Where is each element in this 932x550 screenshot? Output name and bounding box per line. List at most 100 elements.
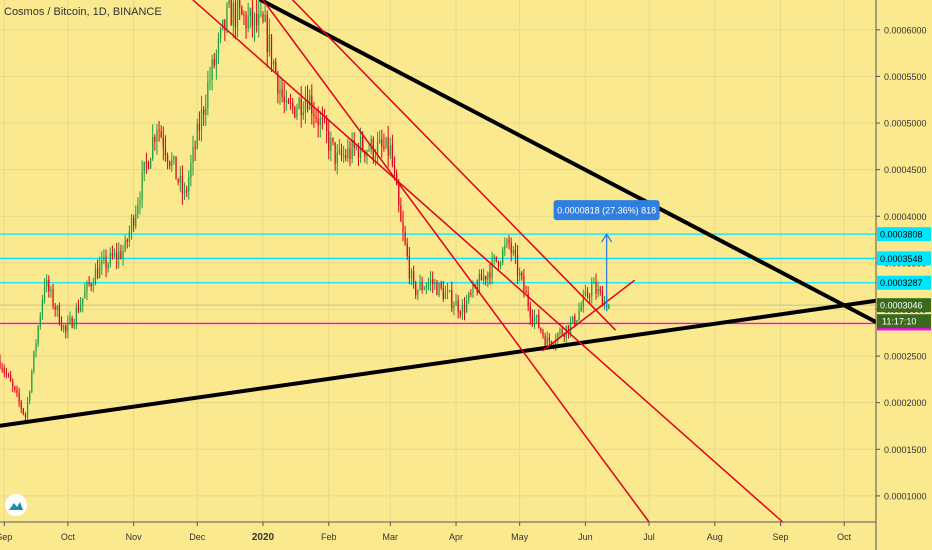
candle xyxy=(495,256,497,263)
candle xyxy=(387,125,389,168)
time-axis-label: Sep xyxy=(0,532,12,542)
candle-body xyxy=(499,262,502,266)
candle-body xyxy=(160,130,162,138)
candle-body xyxy=(24,413,27,418)
candle-body xyxy=(374,156,377,159)
candle xyxy=(546,331,548,346)
candle-body xyxy=(432,279,434,285)
candle-body xyxy=(281,89,283,97)
candle-body xyxy=(323,118,326,120)
candle-body xyxy=(266,14,268,53)
candle xyxy=(226,1,228,34)
candle-body xyxy=(429,279,432,283)
candle xyxy=(258,0,260,38)
candle-body xyxy=(457,300,459,313)
candle xyxy=(519,267,521,282)
time-axis-label: Sep xyxy=(773,532,789,542)
candle xyxy=(353,132,355,156)
candle-body xyxy=(442,287,444,300)
candle-body xyxy=(338,149,341,153)
candle xyxy=(296,103,298,121)
measure-box[interactable] xyxy=(553,200,660,221)
candle-body xyxy=(510,243,512,253)
candle xyxy=(482,268,485,285)
candle-body xyxy=(487,272,489,280)
candle xyxy=(88,276,90,287)
candle-body xyxy=(135,213,137,226)
candle-body xyxy=(1,367,3,370)
candle-body xyxy=(186,190,188,192)
tradingview-logo-icon[interactable] xyxy=(5,494,27,516)
candle-body xyxy=(292,103,294,107)
candle xyxy=(186,185,188,198)
candle-body xyxy=(39,315,41,327)
candle xyxy=(527,286,529,312)
candle xyxy=(90,282,92,292)
candle xyxy=(56,305,58,317)
candle xyxy=(169,160,171,170)
candle-body xyxy=(512,250,514,253)
candle xyxy=(548,333,550,347)
candle xyxy=(147,160,150,170)
candle xyxy=(608,303,610,309)
candle-body xyxy=(256,14,258,26)
candle-body xyxy=(56,305,58,311)
candle xyxy=(209,66,211,91)
candle-body xyxy=(555,340,557,345)
candle-body xyxy=(12,381,14,387)
candle-body xyxy=(296,108,298,118)
candle xyxy=(239,0,241,20)
candle-body xyxy=(99,265,101,278)
candle xyxy=(224,19,226,42)
candle xyxy=(139,191,141,215)
candle-body xyxy=(525,290,527,294)
candle-body xyxy=(14,386,16,390)
candle-body xyxy=(531,317,534,322)
time-axis[interactable]: Sep Oct Nov Dec 2020 Feb Mar Apr May Jun Jul Aug Sep… xyxy=(0,521,876,543)
price-axis[interactable]: 0.0001000 0.0001500 0.0002000 0.0002500 0.00… xyxy=(875,0,932,550)
candle xyxy=(86,280,88,301)
candle xyxy=(459,309,461,318)
candle-body xyxy=(597,289,599,294)
price-axis-tick-label: 0.0004500 xyxy=(884,165,927,175)
candle-body xyxy=(183,190,186,194)
candle-body xyxy=(567,325,570,334)
candle-body xyxy=(480,274,483,281)
candle xyxy=(463,297,466,321)
candle-body xyxy=(489,272,491,278)
candle xyxy=(529,301,531,325)
candle xyxy=(31,368,33,394)
candle-body xyxy=(124,239,126,251)
candle xyxy=(67,315,69,339)
candle-body xyxy=(264,14,266,22)
candle xyxy=(228,0,230,9)
candle xyxy=(84,283,86,299)
candle xyxy=(256,0,258,33)
candle xyxy=(485,275,487,286)
candle-body xyxy=(417,289,419,296)
candle-body xyxy=(421,282,423,290)
candle xyxy=(192,135,194,176)
candle xyxy=(309,89,311,111)
candle-body xyxy=(548,337,550,342)
candle-body xyxy=(249,8,251,17)
candle-body xyxy=(393,165,396,174)
price-range-measure[interactable]: 0.0000818 (27.36%) 818 xyxy=(553,200,660,312)
candle-body xyxy=(306,99,309,110)
candle-body xyxy=(177,179,179,183)
candle-body xyxy=(451,290,453,309)
candle xyxy=(593,277,595,284)
time-axis-label: Mar xyxy=(383,532,399,542)
candle xyxy=(304,86,307,124)
candle xyxy=(412,265,415,289)
candle-body xyxy=(109,252,111,265)
price-axis-tick-label: 0.0001000 xyxy=(884,491,927,501)
candle-body xyxy=(198,123,201,131)
candle-body xyxy=(559,329,561,334)
candle xyxy=(14,385,16,393)
candle-body xyxy=(230,0,232,26)
candle xyxy=(438,281,440,298)
candle xyxy=(502,246,504,266)
candle-body xyxy=(251,8,254,27)
